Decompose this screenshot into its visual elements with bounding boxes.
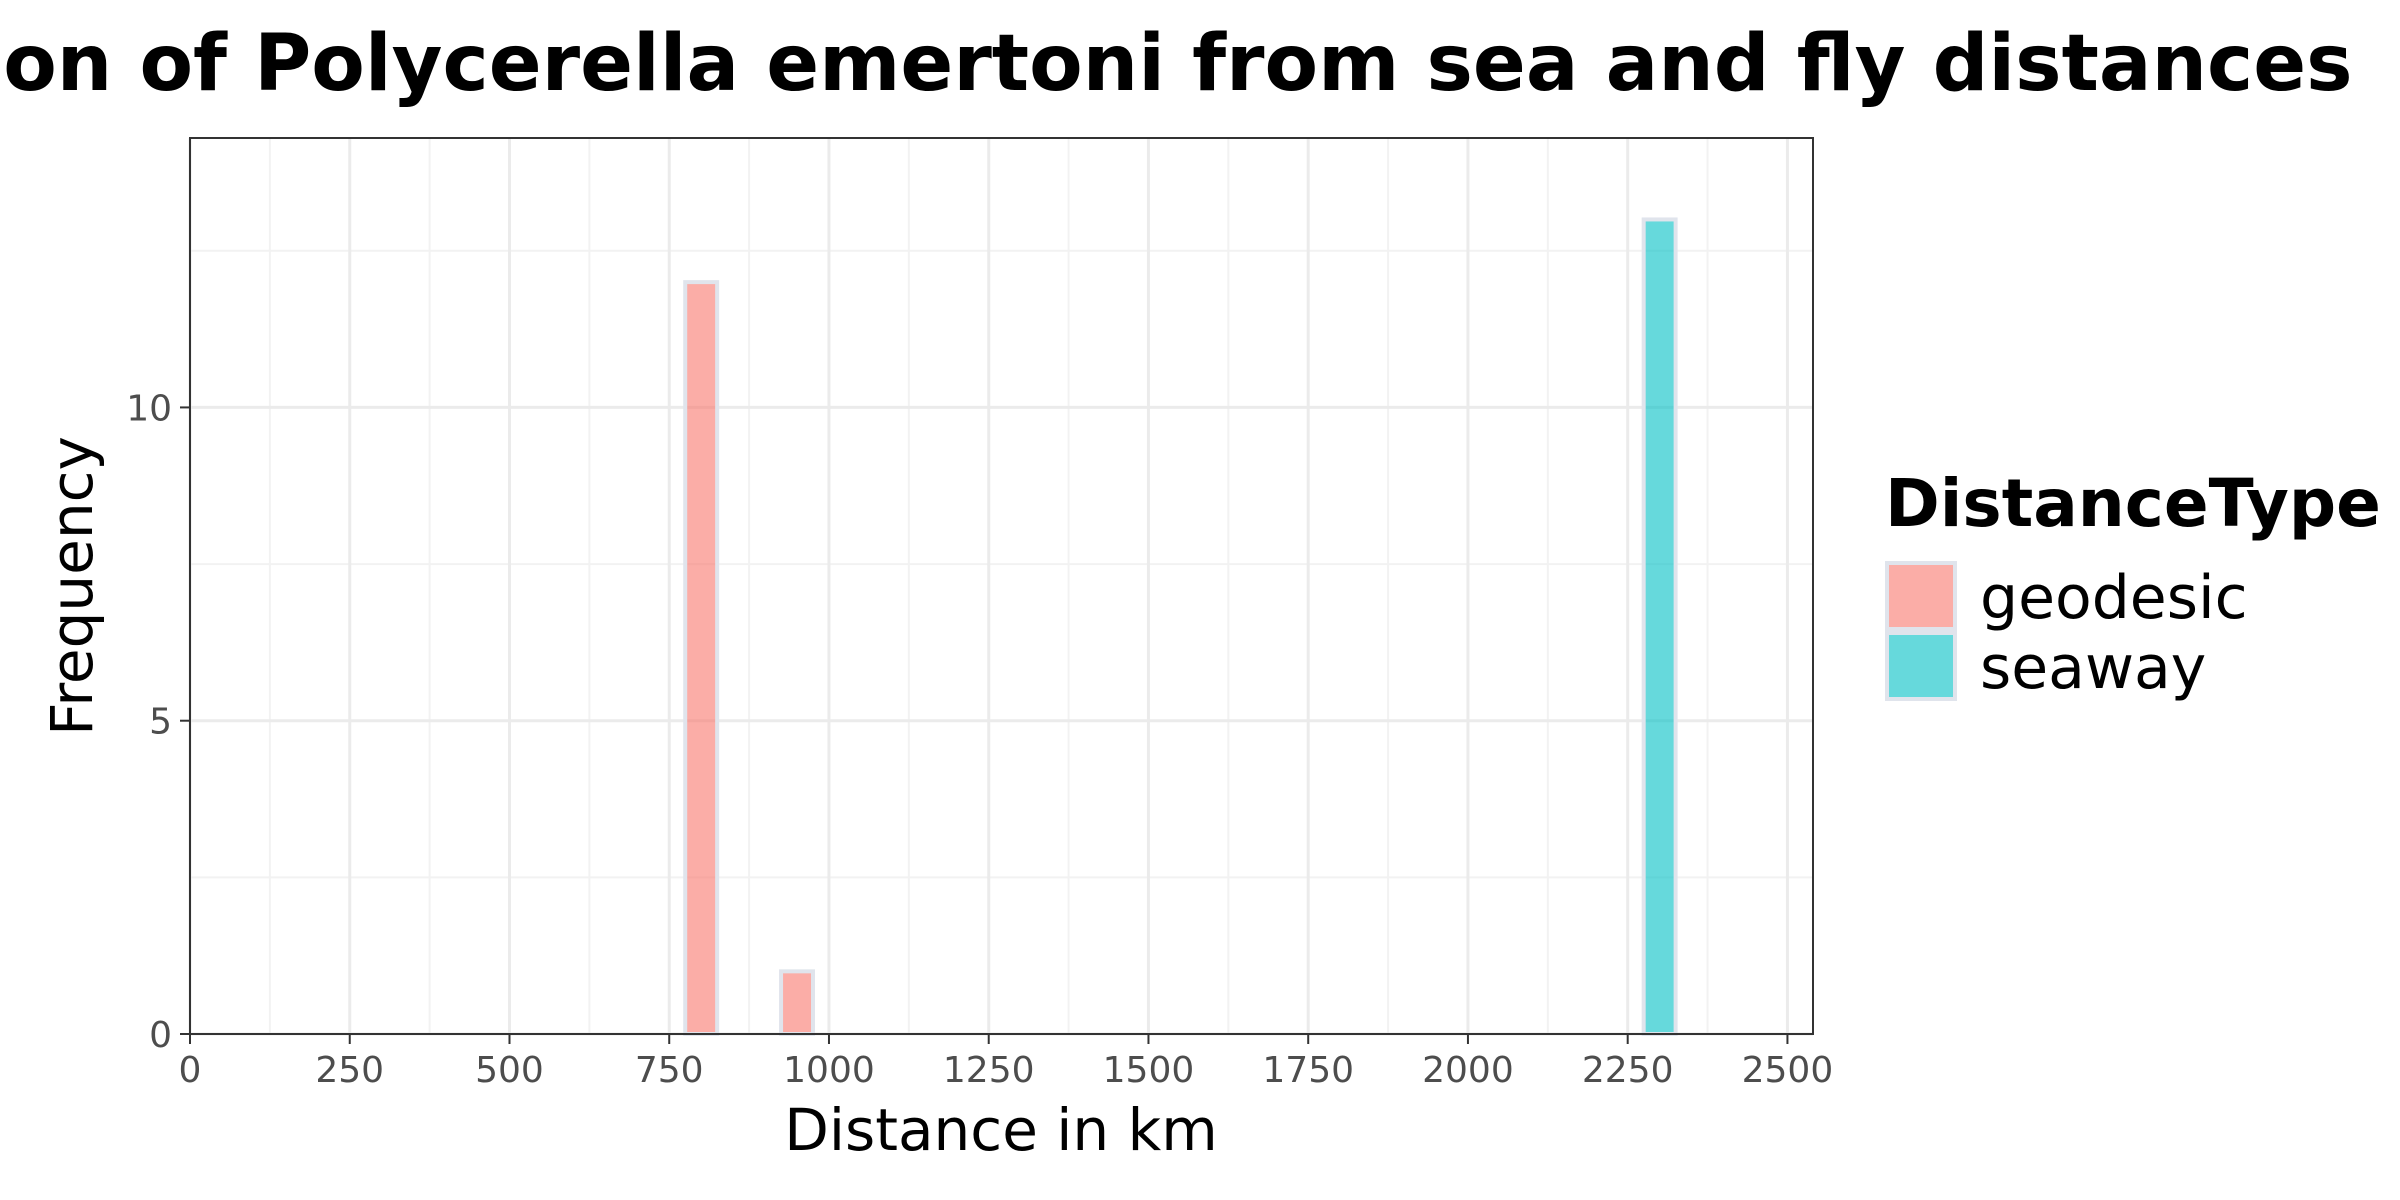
legend-label-seaway: seaway — [1980, 633, 2206, 703]
y-tick-label: 5 — [149, 702, 172, 743]
plot-panel-border — [189, 137, 1814, 1035]
y-tick-label: 10 — [126, 388, 172, 429]
x-tick-label: 1250 — [943, 1050, 1035, 1091]
x-axis-title: Distance in km — [784, 1096, 1217, 1164]
legend: DistanceType geodesic seaway — [1885, 465, 2381, 703]
x-tick-label: 250 — [315, 1050, 384, 1091]
bar-geodesic — [683, 280, 720, 1036]
y-axis-title: Frequency — [38, 436, 106, 736]
legend-key-seaway — [1885, 631, 1957, 701]
x-tick-label: 750 — [635, 1050, 704, 1091]
x-tick-label: 2500 — [1742, 1050, 1834, 1091]
x-tick-label: 2250 — [1582, 1050, 1674, 1091]
x-tick-label: 1750 — [1262, 1050, 1354, 1091]
x-tick-label: 0 — [179, 1050, 202, 1091]
bar-geodesic — [779, 969, 816, 1036]
x-tick-label: 500 — [475, 1050, 544, 1091]
x-tick-label: 2000 — [1422, 1050, 1514, 1091]
legend-key-geodesic — [1885, 561, 1957, 631]
legend-label-geodesic: geodesic — [1980, 563, 2248, 633]
plot-panel-background — [190, 138, 1813, 1034]
y-tick-label: 0 — [149, 1015, 172, 1056]
bar-seaway — [1641, 217, 1678, 1037]
histogram-bars — [683, 217, 1678, 1037]
chart-title: Distribution of Polycerella emertoni fro… — [0, 19, 2353, 109]
x-tick-label: 1500 — [1103, 1050, 1195, 1091]
y-axis: 0 5 10 — [126, 388, 190, 1056]
legend-title: DistanceType — [1885, 465, 2381, 542]
x-axis: 0 250 500 750 1000 1250 1500 1750 2000 2250 2500 — [179, 1034, 1834, 1091]
x-tick-label: 1000 — [783, 1050, 875, 1091]
